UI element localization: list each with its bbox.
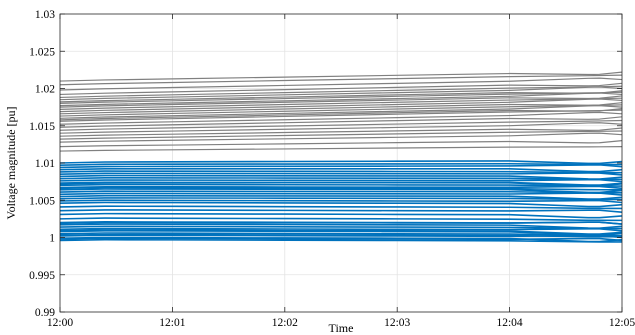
blue-series-line — [59, 221, 623, 225]
blue-series-line — [59, 170, 623, 174]
blue-series-line — [59, 199, 623, 204]
y-tick-label: 1 — [49, 233, 55, 245]
y-tick-labels: 0.99 0.995 1 1.005 1.01 1.015 1.02 1.025 1.03 — [29, 9, 55, 319]
gray-series-line — [59, 116, 623, 128]
gray-series-line — [59, 105, 623, 119]
x-tick-label: 12:04 — [496, 317, 522, 329]
gray-series-line — [59, 127, 623, 137]
gray-series-line — [59, 82, 623, 96]
gray-series-line — [59, 130, 623, 140]
x-axis-label: Time — [329, 321, 354, 335]
blue-series-line — [59, 181, 623, 186]
gray-series-line — [59, 86, 623, 101]
gray-series-line — [59, 132, 623, 143]
gray-series-line — [59, 74, 623, 86]
x-tick-label: 12:00 — [47, 317, 73, 329]
gray-series-line — [59, 92, 623, 107]
y-tick-label: 0.995 — [29, 270, 55, 282]
blue-series-line — [59, 190, 623, 194]
y-tick-label: 1.03 — [35, 9, 55, 21]
blue-series-line — [59, 164, 623, 169]
x-tick-label: 12:03 — [384, 317, 410, 329]
blue-series-line — [59, 229, 623, 235]
x-tick-label: 12:05 — [609, 317, 635, 329]
gray-series-line — [59, 140, 623, 148]
blue-series-line — [59, 217, 623, 222]
blue-series-line — [59, 168, 623, 173]
gray-series-line — [59, 146, 623, 152]
gray-series-line — [59, 71, 623, 82]
axis-ticks — [59, 13, 623, 313]
gray-series-line — [59, 77, 623, 91]
grid-lines — [60, 14, 622, 312]
y-tick-label: 1.015 — [29, 121, 55, 133]
blue-series-line — [59, 201, 623, 208]
y-tick-label: 1.01 — [35, 158, 55, 170]
blue-series-line — [59, 172, 623, 176]
blue-series-line — [59, 205, 623, 210]
gray-series-line — [59, 119, 623, 131]
blue-series-line — [59, 227, 623, 232]
y-tick-label: 1.005 — [29, 195, 55, 207]
y-tick-label: 1.02 — [35, 84, 55, 96]
y-tick-label: 1.025 — [29, 46, 55, 58]
gray-series-line — [59, 98, 623, 113]
blue-series-line — [59, 237, 623, 242]
blue-series-line — [59, 177, 623, 181]
blue-series-line — [59, 209, 623, 213]
blue-series-line — [59, 192, 623, 196]
y-axis-label: Voltage magnitude [pu] — [4, 106, 18, 219]
gray-series-line — [59, 122, 623, 134]
blue-series-line — [59, 233, 623, 238]
y-tick-label: 0.99 — [35, 307, 55, 319]
blue-series-line — [59, 212, 623, 219]
x-tick-label: 12:01 — [159, 317, 185, 329]
blue-series-line — [59, 160, 623, 165]
blue-series-line — [59, 178, 623, 183]
blue-series-line — [59, 186, 623, 191]
gray-series-line — [59, 109, 623, 122]
blue-series-line — [59, 185, 623, 190]
x-tick-label: 12:02 — [272, 317, 298, 329]
blue-series-line — [59, 183, 623, 187]
series-lines — [59, 71, 623, 243]
gray-series-line — [59, 111, 623, 125]
x-tick-labels: 12:00 12:01 12:02 12:03 12:04 12:05 — [47, 317, 635, 329]
blue-series-line — [59, 197, 623, 201]
blue-series-line — [59, 238, 623, 243]
